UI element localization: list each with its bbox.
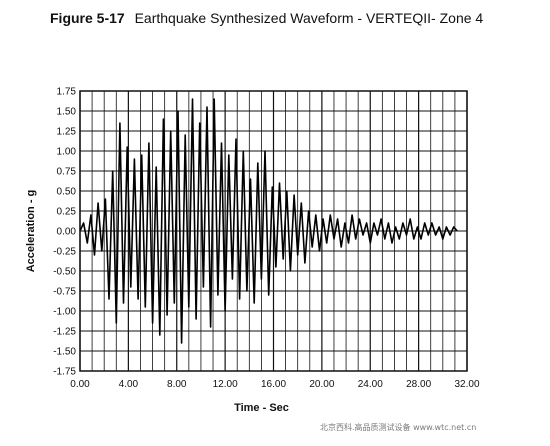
- y-tick-label: 1.75: [57, 87, 77, 98]
- plot-frame: [79, 90, 468, 372]
- y-tick-label: -0.50: [53, 267, 76, 278]
- watermark: 北京西科.高品质测试设备 www.wtc.net.cn: [320, 423, 477, 432]
- figure-number: Figure 5-17: [50, 10, 125, 26]
- x-tick-label: 12.00: [213, 379, 238, 390]
- figure-title-text: Earthquake Synthesized Waveform - VERTEQ…: [134, 10, 484, 26]
- y-tick-label: -1.50: [53, 347, 76, 358]
- y-tick-label: 1.25: [57, 127, 77, 138]
- y-tick-label: 1.00: [57, 147, 77, 158]
- y-tick-label: 1.50: [57, 107, 77, 118]
- x-tick-label: 32.00: [454, 379, 479, 390]
- x-tick-label: 28.00: [406, 379, 431, 390]
- figure-title: Figure 5-17 Earthquake Synthesized Wavef…: [50, 10, 483, 26]
- y-tick-label: -0.75: [53, 287, 76, 298]
- x-tick-label: 16.00: [261, 379, 286, 390]
- x-tick-label: 0.00: [70, 379, 90, 390]
- y-tick-label: -1.25: [53, 327, 76, 338]
- y-tick-label: -1.75: [53, 367, 76, 378]
- x-tick-label: 4.00: [119, 379, 139, 390]
- y-tick-label: 0.75: [57, 167, 77, 178]
- series-layer: [79, 98, 458, 344]
- x-axis-ticks: 0.00 4.00 8.00 12.00 16.00 20.00 24.00 28.00 32.…: [70, 379, 480, 390]
- x-tick-label: 8.00: [167, 379, 187, 390]
- y-axis-ticks: 1.75 1.50 1.25 1.00 0.75 0.50 0.25 0.00 -0.25 -0.…: [53, 87, 76, 378]
- x-tick-label: 20.00: [309, 379, 334, 390]
- y-tick-label: -0.25: [53, 247, 76, 258]
- x-axis-title: Time - Sec: [234, 402, 289, 414]
- y-axis-title: Acceleration - g: [25, 190, 37, 273]
- y-tick-label: 0.50: [57, 187, 77, 198]
- waveform-series-line: [79, 98, 458, 344]
- y-tick-label: 0.00: [57, 227, 77, 238]
- y-tick-label: -1.00: [53, 307, 76, 318]
- x-tick-label: 24.00: [358, 379, 383, 390]
- y-tick-label: 0.25: [57, 207, 77, 218]
